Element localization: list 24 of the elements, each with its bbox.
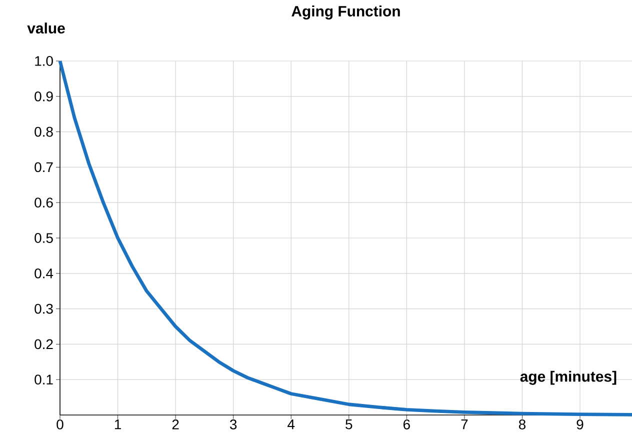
x-tick-label: 3	[230, 420, 237, 430]
y-tick-label: 0.3	[34, 304, 53, 314]
y-tick-label: 0.8	[34, 126, 53, 137]
x-tick-label: 2	[172, 420, 179, 430]
x-tick-label: 7	[461, 420, 468, 430]
x-tick-label: 8	[518, 420, 526, 430]
y-tick-label: 0.1	[34, 374, 53, 385]
x-tick-label: 9	[576, 420, 584, 430]
x-tick-label: 1	[114, 420, 121, 430]
x-axis-title: age [minutes]	[520, 370, 616, 385]
y-tick-label: 0.9	[34, 91, 53, 102]
y-tick-label: 0.2	[34, 339, 53, 350]
x-tick-label: 6	[403, 420, 410, 430]
y-tick-label: 0.5	[34, 233, 53, 243]
line-series	[58, 59, 632, 416]
y-tick-label: 0.4	[34, 268, 54, 278]
x-tick-label: 4	[288, 420, 295, 430]
chart-title: Aging Function	[292, 6, 400, 20]
y-tick-label: 0.7	[34, 162, 53, 172]
y-axis-title: value	[27, 22, 65, 34]
x-tick-label: 0	[56, 420, 64, 430]
y-tick-label: 0.6	[34, 198, 53, 208]
y-tick-label: 1.0	[35, 56, 53, 66]
x-tick-label: 5	[346, 420, 352, 430]
